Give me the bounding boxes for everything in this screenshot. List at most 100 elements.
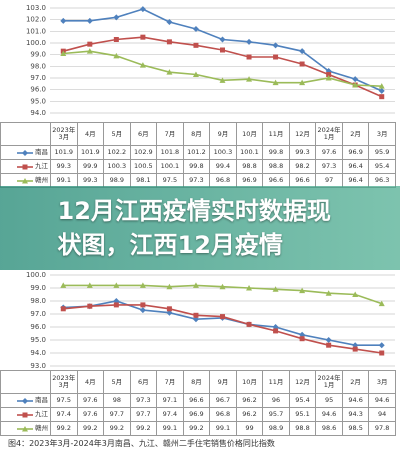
overlay-band: 12月江西疫情实时数据现状图，江西12月疫情 — [0, 186, 400, 270]
point — [352, 76, 359, 83]
value-cell: 97.3 — [129, 393, 158, 408]
point — [166, 19, 173, 25]
point — [60, 282, 67, 288]
header-row: 2023年3月 4月 5月 6月 7月 8月 9月 10月 11月 12月 2024年1月 2月 3月 — [0, 122, 396, 146]
category-label: 10月 — [235, 370, 264, 394]
value-cell: 99 — [235, 421, 264, 436]
y-tick-label: 96.0 — [30, 86, 46, 94]
series-row: 南昌 97.5 97.6 98 97.3 97.1 96.6 96.7 96.2 96 95.4 95… — [0, 393, 396, 408]
value-cell: 95 — [315, 393, 343, 408]
point — [272, 79, 279, 86]
y-tick-label: 101.0 — [26, 27, 46, 35]
point — [166, 306, 172, 312]
point — [272, 42, 279, 49]
y-tick-label: 103.0 — [26, 4, 46, 12]
point — [140, 302, 146, 308]
point — [166, 283, 173, 290]
y-tick-label: 99.0 — [30, 51, 46, 59]
y-tick-label: 95.0 — [30, 336, 46, 344]
value-cell: 96.9 — [182, 407, 211, 422]
legend-label: 赣州 — [35, 424, 48, 432]
value-cell: 96.2 — [235, 393, 264, 408]
point — [193, 42, 199, 48]
category-label: 2024年1月 — [315, 122, 343, 146]
point — [60, 50, 67, 56]
point — [378, 87, 385, 94]
legend-marker — [22, 164, 28, 169]
value-cell: 99.2 — [50, 421, 78, 436]
point — [86, 17, 93, 24]
series-row: 九江 97.4 97.6 97.7 97.7 97.4 96.9 96.8 96.2 95.7 95… — [0, 407, 396, 422]
point — [166, 39, 172, 45]
point — [378, 300, 385, 307]
category-label: 4月 — [76, 370, 105, 394]
category-label: 5月 — [103, 370, 131, 394]
point — [246, 38, 253, 45]
y-tick-label: 94.0 — [30, 109, 46, 117]
caption: 图4：2023年3月-2024年3月南昌、九江、赣州二手住宅销售价格同比指数 — [8, 439, 275, 448]
point — [378, 342, 385, 349]
series-row: 南昌 101.9 101.9 102.2 102.9 101.8 101.2 100.3 100… — [0, 145, 396, 160]
series-row: 九江 99.3 99.9 100.3 100.5 100.1 99.8 99.4 98.8 98.… — [0, 159, 396, 174]
corner — [0, 370, 51, 394]
point — [139, 62, 146, 68]
value-cell: 96 — [262, 393, 290, 408]
point — [87, 303, 93, 309]
point — [139, 282, 146, 288]
legend-item: 南昌 — [2, 149, 50, 157]
value-cell: 98 — [103, 393, 131, 408]
point — [273, 54, 279, 60]
y-tick-label: 100.0 — [26, 39, 46, 47]
legend-swatch — [17, 164, 33, 169]
point — [166, 69, 173, 75]
legend-label: 九江 — [35, 410, 48, 418]
y-tick-label: 93.0 — [30, 362, 46, 370]
category-label: 2023年3月 — [50, 370, 78, 394]
series-line — [63, 300, 382, 347]
legend-marker — [22, 425, 28, 431]
value-cell: 94.6 — [368, 393, 396, 408]
point — [86, 282, 93, 288]
category-label: 2024年1月 — [315, 370, 343, 394]
value-cell: 95.4 — [288, 393, 317, 408]
point — [113, 14, 120, 21]
point — [246, 76, 253, 82]
value-cell: 97.8 — [368, 421, 396, 436]
legend-label: 赣州 — [35, 176, 48, 184]
y-tick-label: 94.0 — [30, 349, 46, 357]
legend-item: 南昌 — [2, 397, 50, 405]
legend-label: 九江 — [35, 162, 48, 170]
legend-swatch — [17, 149, 33, 156]
value-cell: 97.7 — [103, 407, 131, 422]
overlay-title: 12月江西疫情实时数据现状图，江西12月疫情 — [57, 197, 331, 259]
legend-cell: 南昌 — [0, 145, 51, 160]
value-cell: 96.8 — [209, 407, 237, 422]
value-cell: 98.8 — [288, 421, 317, 436]
point — [325, 290, 332, 296]
point — [352, 346, 358, 352]
legend-marker — [22, 397, 28, 404]
legend-marker — [22, 412, 28, 417]
legend-item: 赣州 — [2, 424, 50, 433]
series-row: 赣州 99.2 99.2 99.2 99.2 99.1 99.2 99.1 99 98.9 98.8… — [0, 421, 396, 436]
value-cell: 94.6 — [315, 407, 343, 422]
point — [192, 26, 199, 32]
y-tick-label: 95.0 — [30, 97, 46, 105]
legend-swatch — [17, 425, 33, 431]
value-cell: 97.6 — [76, 393, 105, 408]
point — [60, 17, 67, 24]
point — [193, 312, 199, 318]
point — [139, 6, 146, 13]
point — [299, 48, 306, 55]
point — [140, 34, 146, 40]
y-tick-label: 97.0 — [30, 310, 46, 318]
point — [246, 285, 253, 291]
category-label: 3月 — [368, 370, 396, 394]
point — [352, 82, 359, 88]
point — [113, 282, 120, 288]
value-cell: 97.7 — [129, 407, 158, 422]
point — [325, 337, 332, 343]
legend-cell: 赣州 — [0, 421, 51, 436]
value-cell: 97.6 — [76, 407, 105, 422]
point — [326, 342, 332, 348]
